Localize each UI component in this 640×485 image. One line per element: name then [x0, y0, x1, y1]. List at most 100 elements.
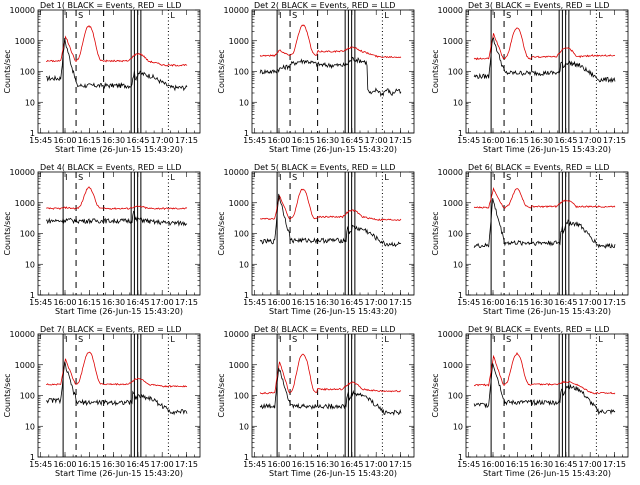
y-tick-label: 1000 [15, 37, 35, 46]
y-tick-label: 10 [453, 260, 463, 269]
x-tick-label: 17:15 [175, 460, 198, 469]
plot-frame [37, 171, 201, 296]
time-marker-label: S [78, 173, 83, 182]
panel-title: Det 9( BLACK = Events, RED = LLD [468, 325, 609, 334]
y-tick-label: 1 [244, 129, 249, 138]
x-tick-label: 16:15 [78, 136, 101, 145]
x-tick-label: 16:30 [316, 460, 339, 469]
x-tick-label: 16:30 [102, 460, 125, 469]
x-tick-label: 16:30 [316, 298, 339, 307]
x-tick-label: 16:15 [78, 298, 101, 307]
x-tick-label: 16:00 [53, 136, 76, 145]
x-axis-label: Start Time (26-Jun-15 15:43:20) [55, 307, 183, 316]
time-marker-label: I [279, 335, 281, 344]
y-axis-label: Counts/sec [431, 49, 440, 93]
y-tick-label: 10 [25, 260, 35, 269]
x-tick-label: 17:15 [603, 460, 626, 469]
panel-title: Det 5( BLACK = Events, RED = LLD [254, 163, 395, 172]
time-marker-label: S [78, 11, 83, 20]
x-tick-label: 16:00 [53, 298, 76, 307]
x-tick-label: 16:15 [292, 460, 315, 469]
y-axis-label: Counts/sec [431, 373, 440, 417]
x-tick-label: 17:00 [151, 298, 174, 307]
y-tick-label: 10000 [438, 330, 463, 339]
x-tick-label: 16:00 [267, 460, 290, 469]
y-tick-label: 10000 [224, 330, 249, 339]
time-marker-label: S [292, 335, 297, 344]
time-marker-label: L [170, 173, 175, 182]
x-tick-label: 15:45 [457, 136, 480, 145]
y-axis-label: Counts/sec [431, 211, 440, 255]
x-tick-label: 17:15 [389, 136, 412, 145]
y-tick-label: 1 [30, 129, 35, 138]
time-marker-label: I [493, 335, 495, 344]
time-marker-label: S [78, 335, 83, 344]
x-tick-label: 16:45 [554, 136, 577, 145]
events-series-line [473, 37, 616, 84]
lld-series-line [473, 27, 616, 61]
lld-series-line [46, 186, 188, 210]
x-tick-label: 16:30 [102, 298, 125, 307]
x-tick-label: 16:45 [554, 298, 577, 307]
x-tick-label: 17:00 [365, 136, 388, 145]
time-marker-label: L [598, 11, 603, 20]
y-tick-label: 100 [20, 230, 35, 239]
y-axis-label: Counts/sec [3, 211, 12, 255]
panel-title: Det 7( BLACK = Events, RED = LLD [40, 325, 181, 334]
x-tick-label: 15:45 [457, 298, 480, 307]
x-axis-label: Start Time (26-Jun-15 15:43:20) [269, 145, 397, 154]
y-axis-label: Counts/sec [217, 373, 226, 417]
time-marker-label: I [65, 173, 67, 182]
lld-series-line [259, 24, 402, 59]
y-tick-label: 10 [239, 98, 249, 107]
y-tick-label: 10 [453, 422, 463, 431]
x-tick-label: 16:15 [506, 136, 529, 145]
events-series-line [45, 361, 188, 416]
x-tick-label: 15:45 [243, 298, 266, 307]
y-tick-label: 100 [234, 230, 249, 239]
events-series-line [259, 368, 402, 416]
plot-frame [37, 9, 201, 134]
time-marker-label: S [292, 11, 297, 20]
x-axis-label: Start Time (26-Jun-15 15:43:20) [55, 145, 183, 154]
time-marker-label: L [598, 173, 603, 182]
time-marker-label: L [384, 11, 389, 20]
x-tick-label: 16:00 [481, 136, 504, 145]
x-tick-label: 16:00 [481, 460, 504, 469]
y-tick-label: 100 [234, 68, 249, 77]
x-tick-label: 16:00 [267, 136, 290, 145]
x-tick-label: 15:45 [243, 460, 266, 469]
y-tick-label: 1000 [15, 361, 35, 370]
x-tick-label: 16:45 [126, 136, 149, 145]
x-tick-label: 16:45 [340, 136, 363, 145]
y-tick-label: 10 [25, 422, 35, 431]
time-marker-label: L [384, 173, 389, 182]
events-series-line [259, 56, 402, 97]
y-tick-label: 1000 [229, 361, 249, 370]
events-series-line [45, 210, 188, 227]
x-axis-label: Start Time (26-Jun-15 15:43:20) [269, 307, 397, 316]
y-tick-label: 1000 [15, 199, 35, 208]
events-series-line [46, 37, 188, 92]
x-tick-label: 17:15 [389, 298, 412, 307]
panel-title: Det 1( BLACK = Events, RED = LLD [40, 1, 181, 10]
lld-series-line [473, 186, 616, 209]
time-marker-label: I [65, 11, 67, 20]
x-tick-label: 16:15 [292, 136, 315, 145]
x-tick-label: 17:00 [151, 460, 174, 469]
x-tick-label: 16:30 [530, 136, 553, 145]
x-axis-label: Start Time (26-Jun-15 15:43:20) [483, 469, 611, 478]
panel-title: Det 8( BLACK = Events, RED = LLD [254, 325, 395, 334]
time-marker-label: L [384, 335, 389, 344]
x-tick-label: 16:15 [506, 298, 529, 307]
y-tick-label: 1000 [229, 37, 249, 46]
y-tick-label: 10000 [438, 6, 463, 15]
time-marker-label: I [493, 173, 495, 182]
y-tick-label: 100 [448, 392, 463, 401]
